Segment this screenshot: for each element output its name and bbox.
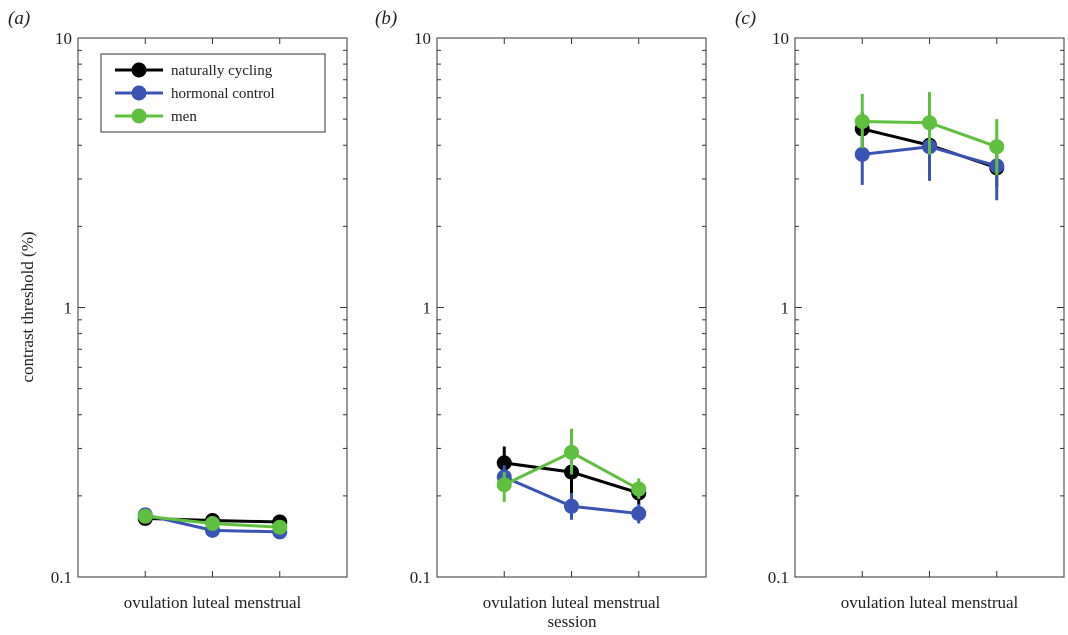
data-point [631, 506, 647, 522]
series-men [854, 92, 1005, 176]
y-tick-label: 0.1 [51, 568, 72, 587]
y-tick-label: 1 [781, 299, 790, 318]
data-point [496, 455, 512, 471]
series-men [496, 428, 647, 502]
data-point [205, 515, 220, 531]
x-tick-labels: ovulation luteal menstrual [841, 593, 1019, 612]
data-point [989, 139, 1005, 155]
panels: 0.1 1 10 ovulation luteal menstrual (a) natur… [8, 8, 1065, 612]
y-tick-label: 0.1 [768, 568, 789, 587]
data-point [922, 115, 937, 131]
panel-c: 0.1 1 10 ovulation luteal menstrual (c) [735, 8, 1065, 612]
x-axis-label: session [547, 612, 597, 631]
data-point [854, 113, 870, 129]
data-point [496, 477, 512, 493]
panel-label: (a) [8, 8, 30, 29]
y-tick-label: 1 [64, 299, 73, 318]
series-men [137, 508, 288, 535]
data-point [272, 519, 288, 535]
y-axis-label: contrast threshold (%) [18, 231, 37, 382]
legend: naturally cycling hormonal control men [100, 53, 326, 133]
data-point [854, 146, 870, 162]
data-point [564, 444, 579, 460]
y-tick-label: 10 [414, 29, 431, 48]
legend-swatch-marker [131, 108, 147, 124]
series-hormonal-control [496, 465, 647, 524]
panel-a: 0.1 1 10 ovulation luteal menstrual (a) natur… [8, 8, 348, 612]
y-tick-label: 10 [55, 29, 72, 48]
x-tick-labels: ovulation luteal menstrual [483, 593, 661, 612]
y-tick-label: 0.1 [410, 568, 431, 587]
panel-b: 0.1 1 10 ovulation luteal menstrual (b) [375, 8, 707, 612]
data-point [631, 481, 647, 497]
panel-label: (c) [735, 8, 756, 29]
legend-swatch-marker [131, 85, 147, 101]
legend-swatch-marker [131, 62, 147, 78]
y-tick-label: 1 [423, 299, 432, 318]
data-point [137, 508, 153, 524]
legend-label: men [171, 109, 197, 125]
legend-label: hormonal control [171, 86, 275, 102]
data-point [564, 498, 579, 514]
legend-label: naturally cycling [171, 63, 273, 79]
y-tick-label: 10 [772, 29, 789, 48]
panel-label: (b) [375, 8, 397, 29]
x-tick-labels: ovulation luteal menstrual [124, 593, 302, 612]
